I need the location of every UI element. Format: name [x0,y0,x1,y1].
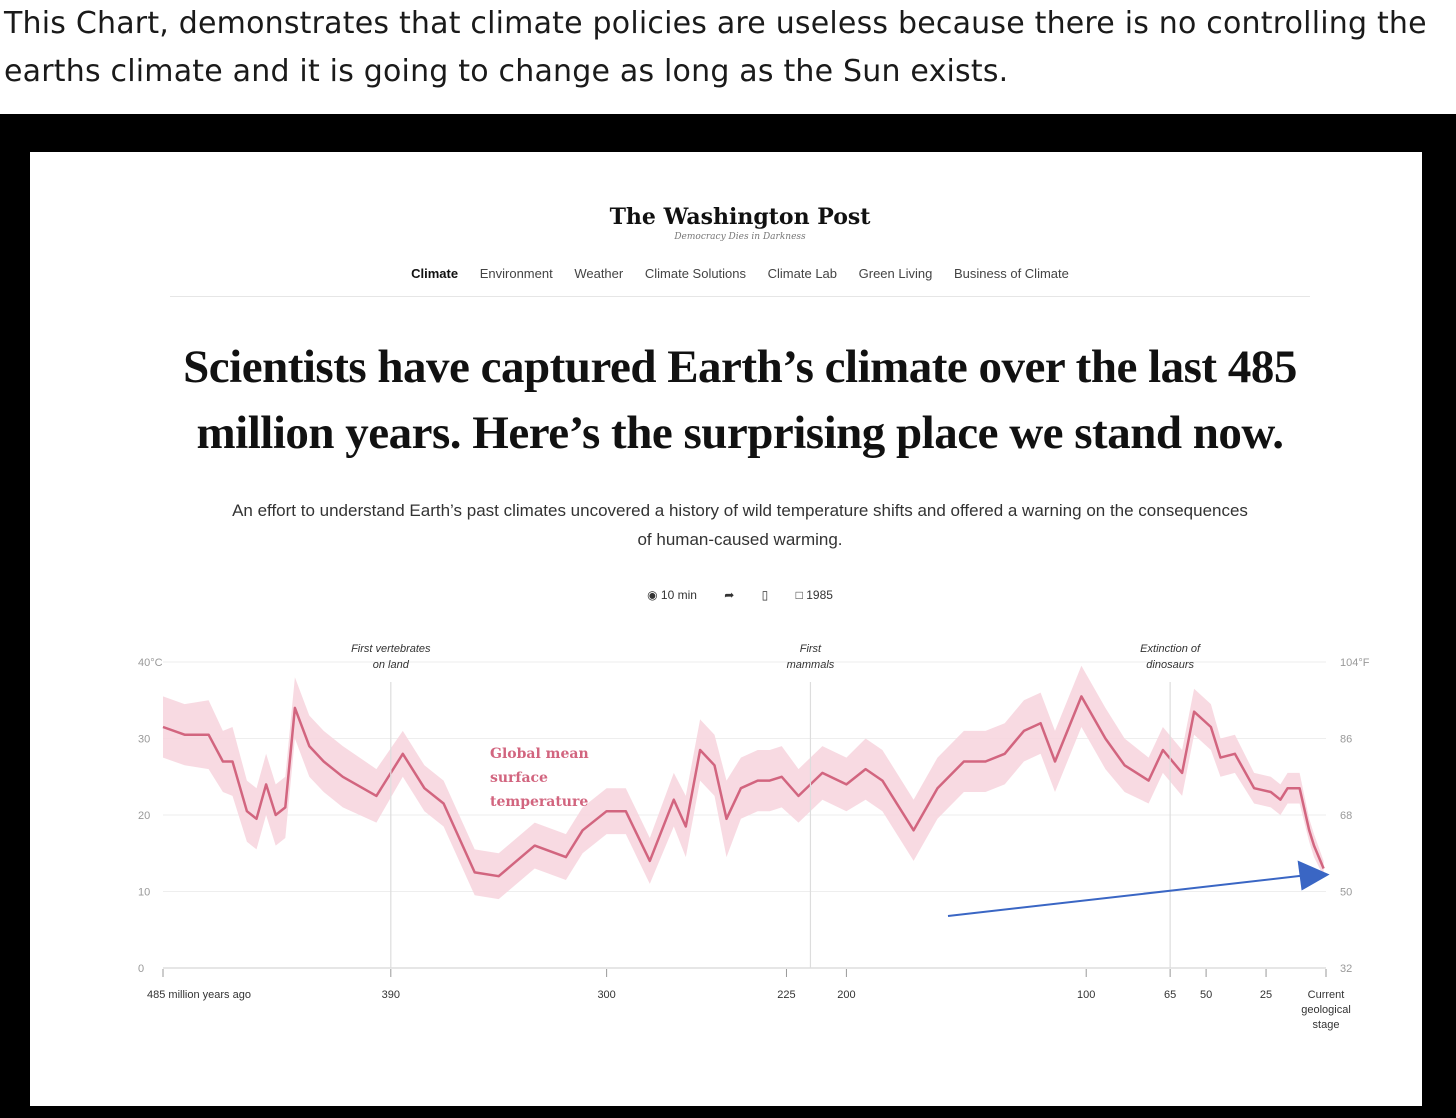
annotation-label: Extinction of [1140,643,1201,655]
uncertainty-band-layer [163,665,1324,900]
x-tick-label: 100 [1077,989,1095,1001]
x-tick-label: 485 million years ago [147,989,251,1001]
y-tick-label-fahrenheit: 32 [1340,963,1352,975]
section-nav: Climate Environment Weather Climate Solu… [30,266,1450,281]
x-tick-label: 300 [597,989,615,1001]
series-label: temperature [490,794,588,810]
y-tick-label-fahrenheit: 50 [1340,887,1352,899]
masthead-tagline: Democracy Dies in Darkness [674,232,806,242]
nav-divider [170,296,1310,297]
nav-item-climate[interactable]: Climate [411,266,459,281]
chart-axes: 40°C 104°F 30 86 20 68 10 50 0 32 485 million year… [138,657,1370,1031]
pointer-arrow-head [1297,860,1330,891]
series-label: surface [490,770,548,786]
x-tick-label: geological [1301,1004,1351,1016]
x-tick-label: 200 [837,989,855,1001]
chart-annotations: First vertebrates on land First mammals Exti… [351,643,1201,968]
screenshot-frame: The Washington Post Democracy Dies in Da… [0,114,1456,1118]
annotation-label: on land [373,659,410,671]
y-tick-label-fahrenheit: 68 [1340,810,1352,822]
x-tick-label: stage [1313,1019,1340,1031]
chart-gridlines [163,661,1326,969]
listen-button[interactable]: ◉ 10 min [647,588,697,602]
nav-item-business-of-climate[interactable]: Business of Climate [953,266,1069,281]
arrow-overlay [947,860,1330,917]
pointer-arrow-shaft [947,874,1304,917]
nav-item-environment[interactable]: Environment [479,266,553,281]
x-tick-label: 390 [382,989,400,1001]
x-tick-label: 225 [777,989,795,1001]
uncertainty-band [163,665,1324,900]
annotation-label: dinosaurs [1146,659,1194,671]
annotation-label: First [800,643,822,655]
masthead-logo[interactable]: The Washington Post [609,204,871,230]
temperature-line [162,695,1325,878]
share-bar: ◉ 10 min ➦ ▯ □ 1985 [30,588,1450,602]
headphones-icon: ◉ [647,588,658,602]
y-tick-label-fahrenheit: 104°F [1340,657,1370,669]
y-tick-label-celsius: 20 [138,810,150,822]
headline: Scientists have captured Earth’s climate… [183,341,1297,459]
temperature-chart: Global mean surface temperature 40°C 104°F 3… [138,643,1370,1031]
listen-duration: 10 min [660,588,697,602]
series-label: Global mean [490,746,589,762]
annotation-label: mammals [787,659,835,671]
x-tick-label: Current [1308,989,1345,1001]
annotation-label: First vertebrates [351,643,431,655]
comments-button[interactable]: □ 1985 [796,588,833,602]
temperature-line-layer: Global mean surface temperature [162,695,1325,878]
y-tick-label-celsius: 0 [138,963,144,975]
x-tick-label: 65 [1164,989,1176,1001]
comment-count: 1985 [806,588,833,602]
y-tick-label-fahrenheit: 86 [1340,734,1352,746]
dek: An effort to understand Earth’s past cli… [232,501,1248,549]
nav-item-climate-solutions[interactable]: Climate Solutions [644,266,747,281]
caption-text: This Chart, demonstrates that climate po… [4,6,1427,89]
share-icon[interactable]: ➦ [724,588,735,602]
nav-item-green-living[interactable]: Green Living [858,266,933,281]
comment-icon: □ [795,588,803,602]
x-tick-label: 50 [1200,989,1212,1001]
y-tick-label-celsius: 40°C [138,657,163,669]
y-tick-label-celsius: 30 [138,734,150,746]
article-page: The Washington Post Democracy Dies in Da… [30,152,1422,1106]
y-tick-label-celsius: 10 [138,887,150,899]
x-tick-label: 25 [1260,989,1272,1001]
bookmark-icon[interactable]: ▯ [761,588,769,602]
nav-item-climate-lab[interactable]: Climate Lab [767,266,838,281]
nav-item-weather[interactable]: Weather [574,266,624,281]
